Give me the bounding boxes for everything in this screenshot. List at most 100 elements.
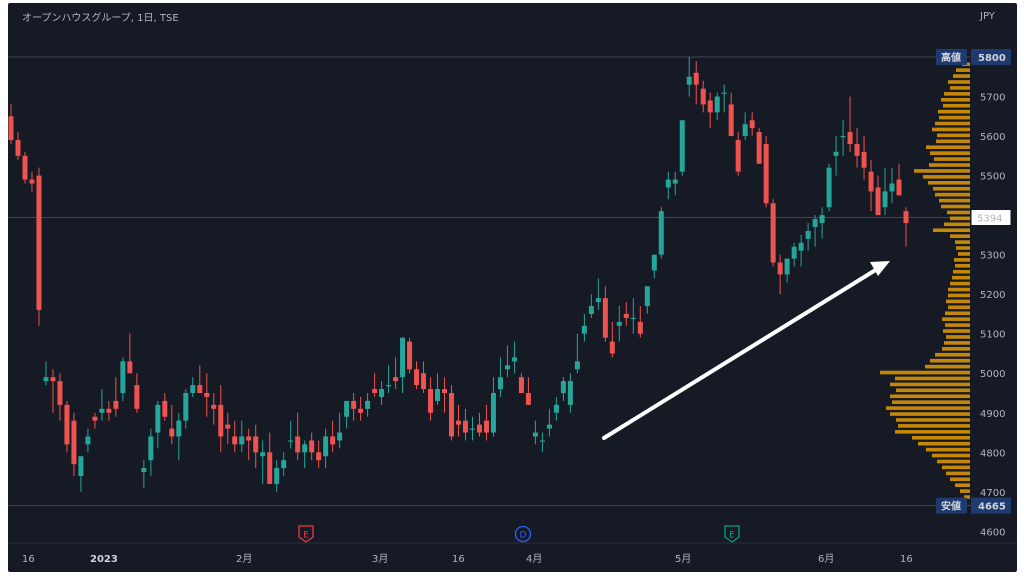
candle-body[interactable] (330, 436, 336, 445)
candle-body[interactable] (525, 393, 531, 405)
candle-body[interactable] (693, 72, 699, 85)
candle-body[interactable] (833, 151, 839, 156)
earnings-event-marker[interactable]: E (724, 525, 740, 543)
candle-body[interactable] (155, 404, 161, 433)
candle-body[interactable] (658, 211, 664, 255)
candle-body[interactable] (686, 76, 692, 85)
candle-body[interactable] (71, 420, 77, 465)
candle-body[interactable] (868, 171, 874, 192)
candle-body[interactable] (421, 373, 427, 390)
candle-body[interactable] (225, 424, 231, 429)
candle-body[interactable] (826, 167, 832, 208)
candle-body[interactable] (539, 440, 545, 442)
candle-body[interactable] (770, 203, 776, 263)
candle-body[interactable] (875, 187, 881, 216)
candle-body[interactable] (134, 385, 140, 409)
candle-body[interactable] (190, 385, 196, 394)
candle-body[interactable] (469, 428, 475, 430)
candle-body[interactable] (518, 377, 524, 394)
candle-body[interactable] (267, 452, 273, 484)
candle-body[interactable] (43, 377, 49, 382)
candle-body[interactable] (490, 393, 496, 433)
candle-body[interactable] (253, 436, 259, 453)
candle-body[interactable] (92, 416, 98, 421)
candle-body[interactable] (386, 385, 392, 387)
candle-body[interactable] (532, 432, 538, 437)
candle-body[interactable] (679, 120, 685, 172)
candle-body[interactable] (742, 124, 748, 137)
candle-body[interactable] (351, 400, 357, 409)
candle-body[interactable] (281, 460, 287, 469)
candle-body[interactable] (400, 337, 406, 378)
candle-body[interactable] (239, 436, 245, 445)
candle-body[interactable] (393, 377, 399, 382)
chart-panel[interactable]: 4600470048004900500051005200530054005500… (8, 3, 1017, 572)
dividend-event-marker[interactable]: D (514, 525, 532, 543)
candle-body[interactable] (805, 230, 811, 239)
candle-body[interactable] (476, 424, 482, 433)
candle-body[interactable] (372, 389, 378, 394)
candle-body[interactable] (260, 452, 266, 457)
candle-body[interactable] (365, 400, 371, 409)
candle-body[interactable] (148, 436, 154, 461)
candle-body[interactable] (630, 317, 636, 320)
candle-body[interactable] (651, 254, 657, 271)
candle-body[interactable] (749, 120, 755, 129)
candle-body[interactable] (29, 179, 35, 184)
candle-body[interactable] (64, 404, 70, 445)
candle-body[interactable] (644, 286, 650, 307)
candle-body[interactable] (15, 140, 21, 156)
candle-body[interactable] (609, 341, 615, 354)
candle-body[interactable] (232, 436, 238, 445)
candle-body[interactable] (50, 377, 56, 382)
candle-body[interactable] (162, 400, 168, 417)
candle-body[interactable] (854, 143, 860, 156)
candle-body[interactable] (435, 389, 441, 401)
candle-body[interactable] (581, 325, 587, 334)
candle-body[interactable] (882, 191, 888, 208)
candle-body[interactable] (183, 393, 189, 421)
candle-body[interactable] (588, 306, 594, 314)
candle-body[interactable] (861, 151, 867, 168)
candle-body[interactable] (295, 436, 301, 453)
candle-body[interactable] (106, 408, 112, 413)
candle-body[interactable] (414, 369, 420, 386)
candle-body[interactable] (211, 404, 217, 409)
candle-body[interactable] (623, 313, 629, 318)
candle-body[interactable] (197, 385, 203, 394)
candle-body[interactable] (511, 357, 517, 362)
candle-body[interactable] (567, 381, 573, 405)
candle-body[interactable] (169, 428, 175, 437)
candle-body[interactable] (127, 361, 133, 374)
candle-body[interactable] (504, 365, 510, 370)
candle-body[interactable] (456, 420, 461, 425)
candle-body[interactable] (85, 436, 91, 445)
candle-body[interactable] (204, 393, 210, 397)
candle-body[interactable] (791, 246, 797, 259)
candle-body[interactable] (358, 408, 364, 413)
candle-body[interactable] (889, 183, 895, 192)
candle-body[interactable] (36, 175, 42, 310)
candle-body[interactable] (560, 381, 566, 394)
candle-body[interactable] (798, 242, 804, 251)
candle-body[interactable] (735, 140, 741, 172)
candle-body[interactable] (442, 389, 448, 394)
candle-body[interactable] (449, 393, 455, 437)
candle-body[interactable] (721, 92, 727, 94)
candle-body[interactable] (840, 136, 846, 138)
candle-body[interactable] (57, 381, 63, 405)
candle-body[interactable] (337, 432, 343, 441)
candle-body[interactable] (497, 377, 503, 390)
earnings-event-marker[interactable]: E (298, 525, 314, 543)
candle-body[interactable] (120, 361, 126, 394)
candle-body[interactable] (99, 408, 105, 413)
candle-body[interactable] (428, 389, 434, 413)
candle-body[interactable] (274, 468, 280, 484)
candle-body[interactable] (288, 440, 294, 442)
candle-body[interactable] (8, 116, 14, 141)
candle-body[interactable] (756, 132, 762, 164)
candle-body[interactable] (553, 404, 559, 413)
candle-body[interactable] (323, 436, 329, 457)
candle-body[interactable] (896, 179, 902, 196)
candle-body[interactable] (546, 424, 552, 429)
